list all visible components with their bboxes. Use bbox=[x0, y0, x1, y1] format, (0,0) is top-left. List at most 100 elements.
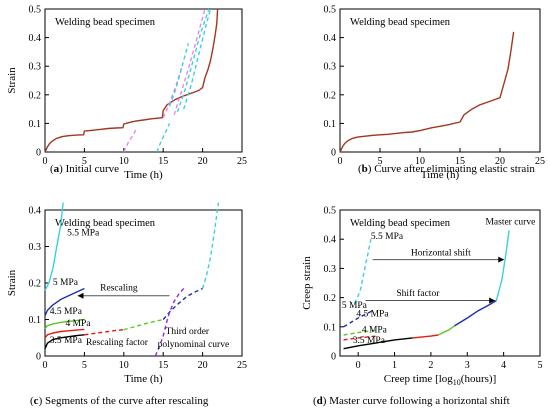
y-axis-label: Strain bbox=[6, 67, 18, 94]
x-tick-label: 2 bbox=[428, 360, 433, 371]
series-line bbox=[168, 43, 190, 107]
y-tick-label: 0.3 bbox=[324, 264, 337, 275]
series-label: 5.5 MPa bbox=[371, 232, 404, 242]
panel-b: 0 5 10 15 20 25 0 0.1 0.2 0.3 0.4 0.5 Time (h) Weldin… bbox=[324, 5, 546, 182]
series-line bbox=[339, 31, 515, 153]
x-axis-label: Time (h) bbox=[124, 373, 163, 385]
panel-title: Welding bead specimen bbox=[350, 218, 451, 229]
x-tick-label: 15 bbox=[158, 156, 168, 167]
x-tick-label: 4 bbox=[501, 360, 506, 371]
x-tick-label: 25 bbox=[237, 156, 247, 167]
x-axis-label: Time (h) bbox=[421, 169, 460, 181]
y-tick-label: 0 bbox=[331, 352, 336, 363]
series-line bbox=[343, 310, 374, 328]
series-line bbox=[343, 329, 377, 336]
plot-frame bbox=[339, 209, 541, 357]
y-tick-label: 0.3 bbox=[29, 62, 42, 73]
y-tick-label: 0.2 bbox=[29, 279, 42, 290]
series-line bbox=[173, 8, 206, 116]
rescaling-label: Rescaling bbox=[100, 283, 138, 293]
y-tick-label: 0 bbox=[36, 148, 41, 159]
x-tick-label: 10 bbox=[119, 360, 129, 371]
series-line bbox=[154, 288, 185, 357]
y-tick-label: 0.5 bbox=[29, 5, 42, 16]
panel-title: Welding bead specimen bbox=[55, 17, 156, 28]
series-line bbox=[44, 328, 85, 339]
panel-title: Welding bead specimen bbox=[55, 218, 156, 229]
y-tick-label: 0.1 bbox=[29, 315, 42, 326]
horizontal-shift-label: Horizontal shift bbox=[411, 247, 471, 258]
x-tick-label: 0 bbox=[356, 360, 361, 371]
y-axis-label: Creep strain bbox=[301, 256, 313, 310]
series-line bbox=[412, 334, 439, 339]
y-tick-label: 0.3 bbox=[29, 242, 42, 253]
x-tick-label: 10 bbox=[119, 156, 129, 167]
panel-caption: (c) Segments of the curve after rescalin… bbox=[30, 395, 209, 407]
x-tick-label: 20 bbox=[198, 360, 208, 371]
y-tick-label: 0.2 bbox=[29, 90, 42, 101]
x-tick-label: 0 bbox=[43, 360, 48, 371]
y-tick-label: 0.5 bbox=[324, 5, 337, 16]
master-curve-label: Master curve bbox=[485, 218, 535, 228]
series-line bbox=[44, 318, 85, 330]
series-line bbox=[44, 334, 85, 349]
poly-label-2: polynominal curve bbox=[158, 340, 230, 350]
series-label: 4.5 MPa bbox=[356, 310, 389, 320]
plot-frame bbox=[339, 8, 541, 153]
series-line bbox=[454, 299, 497, 327]
series-label: 5 MPa bbox=[342, 301, 368, 311]
series-line bbox=[343, 337, 413, 350]
x-tick-label: 5 bbox=[82, 360, 87, 371]
series-label: 3.5 MPa bbox=[353, 336, 386, 346]
series-line bbox=[162, 65, 183, 118]
series-line bbox=[437, 325, 455, 336]
x-tick-label: 25 bbox=[237, 360, 247, 371]
plot-frame bbox=[44, 8, 243, 153]
x-tick-label: 20 bbox=[495, 156, 505, 167]
y-tick-label: 0.4 bbox=[29, 33, 42, 44]
panel-caption: (d) Master curve following a horizontal … bbox=[313, 395, 510, 407]
series-line bbox=[44, 287, 85, 317]
x-tick-label: 1 bbox=[392, 360, 397, 371]
x-tick-label: 0 bbox=[43, 156, 48, 167]
x-tick-label: 15 bbox=[158, 360, 168, 371]
x-tick-label: 15 bbox=[455, 156, 465, 167]
y-tick-label: 0.1 bbox=[29, 119, 42, 130]
shift-factor-label: Shift factor bbox=[396, 288, 440, 299]
x-tick-label: 3 bbox=[465, 360, 470, 371]
series-label: 4 MPa bbox=[65, 319, 91, 329]
series-line bbox=[176, 8, 210, 113]
y-axis-label: Strain bbox=[6, 269, 18, 296]
x-tick-label: 20 bbox=[198, 156, 208, 167]
panel-caption: (b) Curve after eliminating elastic stra… bbox=[358, 163, 535, 175]
y-tick-label: 0.5 bbox=[324, 206, 337, 217]
series-line bbox=[44, 202, 64, 291]
series-line bbox=[495, 230, 510, 301]
x-tick-label: 5 bbox=[378, 156, 383, 167]
series-line bbox=[156, 123, 171, 153]
series-label: 3.5 MPa bbox=[50, 336, 83, 346]
x-tick-label: 0 bbox=[338, 156, 343, 167]
panel-a: 0 5 10 15 20 25 0 0.1 0.2 0.3 0.4 0.5 Time (h) Strain… bbox=[6, 5, 247, 182]
x-axis-label: Creep time [log10(hours)] bbox=[384, 373, 496, 387]
x-tick-label: 5 bbox=[538, 360, 543, 371]
rescaling-factor-label: Rescaling factor bbox=[86, 337, 149, 348]
poly-label-1: Third order bbox=[166, 327, 210, 337]
y-tick-label: 0.2 bbox=[324, 90, 337, 101]
y-tick-label: 0.2 bbox=[324, 293, 337, 304]
series-line bbox=[44, 8, 219, 153]
y-tick-label: 0.4 bbox=[324, 33, 337, 44]
series-label: 5.5 MPa bbox=[67, 229, 100, 239]
series-label: 4.5 MPa bbox=[50, 307, 83, 317]
series-label: 4 MPa bbox=[362, 326, 388, 336]
x-tick-label: 10 bbox=[415, 156, 425, 167]
series-line bbox=[183, 8, 212, 110]
y-tick-label: 0 bbox=[331, 148, 336, 159]
panel-caption: (a) Initial curve bbox=[50, 163, 119, 175]
series-line bbox=[84, 329, 124, 336]
y-tick-label: 0.3 bbox=[324, 62, 337, 73]
series-line bbox=[201, 202, 220, 289]
panel-c: 0 5 10 15 20 25 0 0.1 0.2 0.3 0.4 Time (h) Strain Wel… bbox=[6, 202, 247, 407]
series-line bbox=[123, 128, 138, 153]
